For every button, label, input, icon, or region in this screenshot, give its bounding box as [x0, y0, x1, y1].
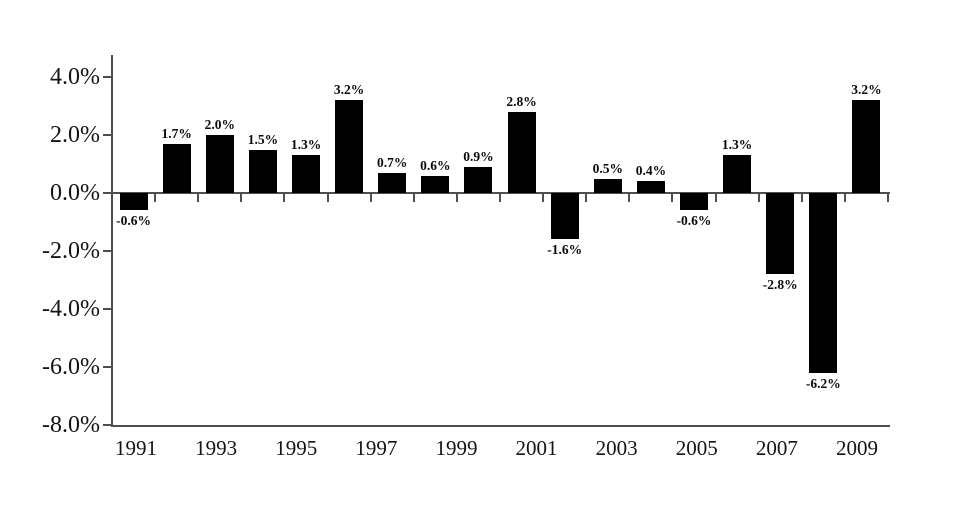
y-axis-tick [103, 134, 113, 136]
y-axis-tick [103, 424, 113, 426]
bar-value-label: 3.2% [333, 82, 365, 98]
bar [378, 172, 407, 193]
y-axis-tick-label: 0.0% [50, 180, 100, 206]
x-axis-tick-label: 1999 [435, 436, 478, 460]
x-axis-tick-label: 1997 [355, 436, 398, 460]
y-axis-tick-label: -2.0% [42, 238, 100, 264]
x-axis-tick [757, 194, 760, 202]
x-axis-tick [499, 194, 501, 202]
bar [205, 135, 234, 193]
bar-value-label: 1.7% [161, 125, 192, 141]
bar-value-label: 1.3% [290, 137, 322, 153]
bar-value-label: -0.6% [116, 213, 151, 229]
bar [507, 111, 536, 193]
y-axis-tick [103, 250, 113, 252]
bar [119, 193, 148, 211]
x-axis-tick [585, 194, 588, 202]
x-axis-zero-line [112, 192, 890, 194]
bar-value-label: 0.4% [635, 163, 667, 179]
bar [809, 193, 838, 373]
x-axis-tick [542, 194, 545, 202]
bar-value-label: 0.7% [377, 154, 408, 170]
bar-value-label: 1.5% [247, 131, 279, 147]
bar-value-label: -6.2% [805, 375, 841, 391]
bar [636, 181, 665, 193]
x-axis-tick-label: 1991 [115, 436, 157, 460]
x-axis-tick-label: 2007 [755, 436, 798, 460]
y-axis-line [111, 55, 113, 427]
x-axis-tick [197, 194, 200, 202]
bar [593, 178, 622, 193]
y-axis-tick [103, 192, 113, 194]
bar-value-label: 3.2% [851, 82, 882, 98]
y-axis-tick [103, 76, 113, 78]
x-axis-tick-label: 1995 [275, 436, 318, 460]
bar [421, 175, 450, 193]
x-axis-tick [240, 194, 243, 202]
x-axis-tick [800, 194, 803, 202]
bar-value-label: -0.6% [676, 213, 712, 229]
bar-value-label: -2.8% [762, 277, 798, 293]
x-axis-tick [326, 194, 329, 202]
x-axis-tick [154, 194, 157, 202]
bar-value-label: 2.8% [506, 93, 537, 109]
x-axis-tick-label: 2003 [595, 436, 638, 460]
x-axis-tick [671, 194, 674, 202]
x-axis-tick [887, 194, 889, 202]
x-axis-tick-label: 2005 [675, 436, 718, 460]
bar [292, 155, 320, 193]
bar [723, 155, 752, 193]
x-axis-tick-label: 2001 [515, 436, 558, 460]
bar-value-label: -1.6% [547, 242, 583, 258]
x-axis-tick [714, 194, 717, 202]
bar-value-label: 0.6% [420, 157, 451, 173]
y-axis-tick [103, 308, 113, 310]
bar [550, 193, 579, 240]
bar [248, 149, 277, 193]
x-axis-tick [843, 194, 846, 202]
y-axis-tick [103, 366, 113, 368]
y-axis-tick-label: -8.0% [42, 412, 100, 438]
x-axis-tick [369, 194, 372, 202]
bar-value-label: 1.3% [721, 137, 753, 153]
plot-bottom-border-line [112, 425, 890, 427]
bar [335, 100, 364, 193]
x-axis-tick-label: 1993 [195, 436, 238, 460]
bar-value-label: 0.5% [592, 160, 623, 176]
bar [162, 143, 191, 193]
x-axis-tick [628, 194, 631, 202]
y-axis-tick-label: 4.0% [50, 64, 100, 90]
y-axis-tick-label: -6.0% [42, 354, 100, 380]
bar [464, 166, 493, 193]
bar-value-label: 2.0% [204, 117, 235, 132]
x-axis-tick [412, 194, 415, 202]
bar [680, 193, 708, 211]
x-axis-tick [455, 194, 458, 202]
x-axis-tick-label: 2009 [836, 436, 878, 460]
bar-value-label: 0.9% [463, 148, 494, 164]
y-axis-tick-label: 2.0% [50, 122, 100, 148]
bar [766, 193, 795, 275]
bar [852, 100, 881, 193]
x-axis-tick [283, 194, 286, 202]
y-axis-tick-label: -4.0% [42, 296, 100, 322]
